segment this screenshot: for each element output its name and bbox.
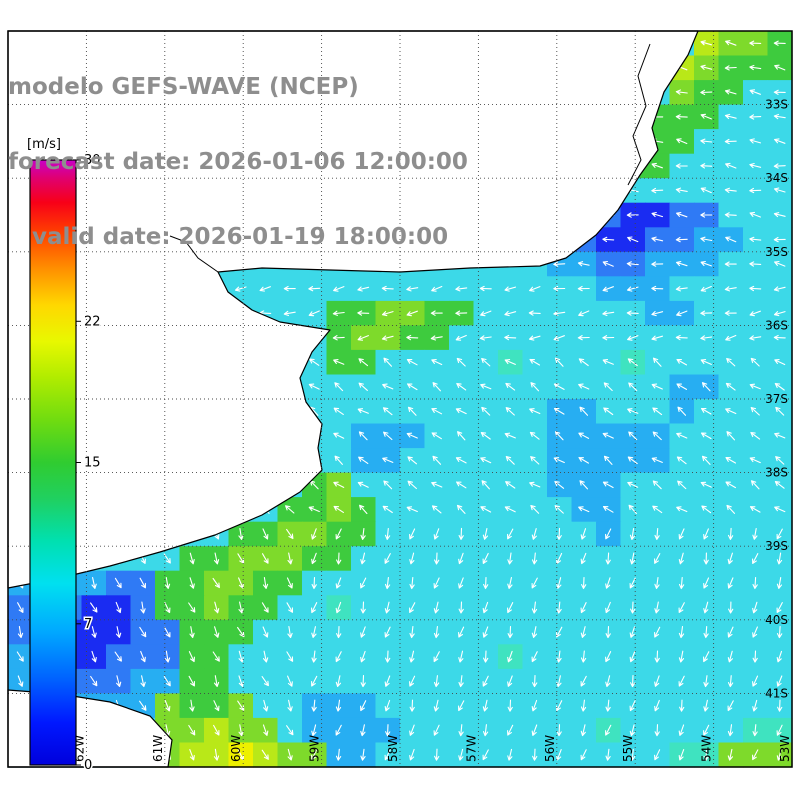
lat-label: 34S xyxy=(765,171,788,185)
lon-label: 57W xyxy=(464,735,478,762)
lat-label: 41S xyxy=(765,686,788,700)
colorbar-tick-label: 30 xyxy=(84,153,101,168)
lon-label: 54W xyxy=(700,735,714,762)
latitude-labels: 33S 34S 35S 36S 37S 38S 39S 40S 41S xyxy=(765,98,788,701)
lon-label: 61W xyxy=(151,735,165,762)
lat-label: 37S xyxy=(765,392,788,406)
colorbar-tick-label: 0 xyxy=(84,758,92,773)
lat-label: 36S xyxy=(765,318,788,332)
map-frame xyxy=(7,30,793,768)
lon-label: 58W xyxy=(386,735,400,762)
lat-label: 40S xyxy=(765,613,788,627)
plot-titles: modelo GEFS-WAVE (NCEP) forecast date: 2… xyxy=(8,25,468,300)
forecast-date-line: forecast date: 2026-01-06 12:00:00 xyxy=(8,149,468,175)
lat-label: 33S xyxy=(765,98,788,112)
lon-label: 59W xyxy=(308,735,322,762)
colorbar-tick-label: 22 xyxy=(84,314,101,329)
lon-label: 53W xyxy=(778,735,792,762)
colorbar: 30 22 15 7 0 [m/s] xyxy=(27,137,102,775)
coastal-lagoon-line xyxy=(627,43,651,186)
lat-label: 35S xyxy=(765,245,788,259)
colorbar-tick-label: 7 xyxy=(84,617,92,632)
colorbar-gradient xyxy=(29,159,77,766)
lat-label: 38S xyxy=(765,466,788,480)
model-title: modelo GEFS-WAVE (NCEP) xyxy=(8,74,359,100)
graticule-gridlines xyxy=(8,31,792,767)
lon-label: 55W xyxy=(621,735,635,762)
lon-label: 56W xyxy=(543,735,557,762)
land-mass xyxy=(7,30,699,589)
colorbar-unit-label: [m/s] xyxy=(27,137,61,152)
lon-label: 60W xyxy=(229,735,243,762)
colorbar-tick-label: 15 xyxy=(84,456,101,471)
lat-label: 39S xyxy=(765,539,788,553)
valid-date-line: valid date: 2026-01-19 18:00:00 xyxy=(8,224,449,250)
river-line xyxy=(169,235,219,273)
